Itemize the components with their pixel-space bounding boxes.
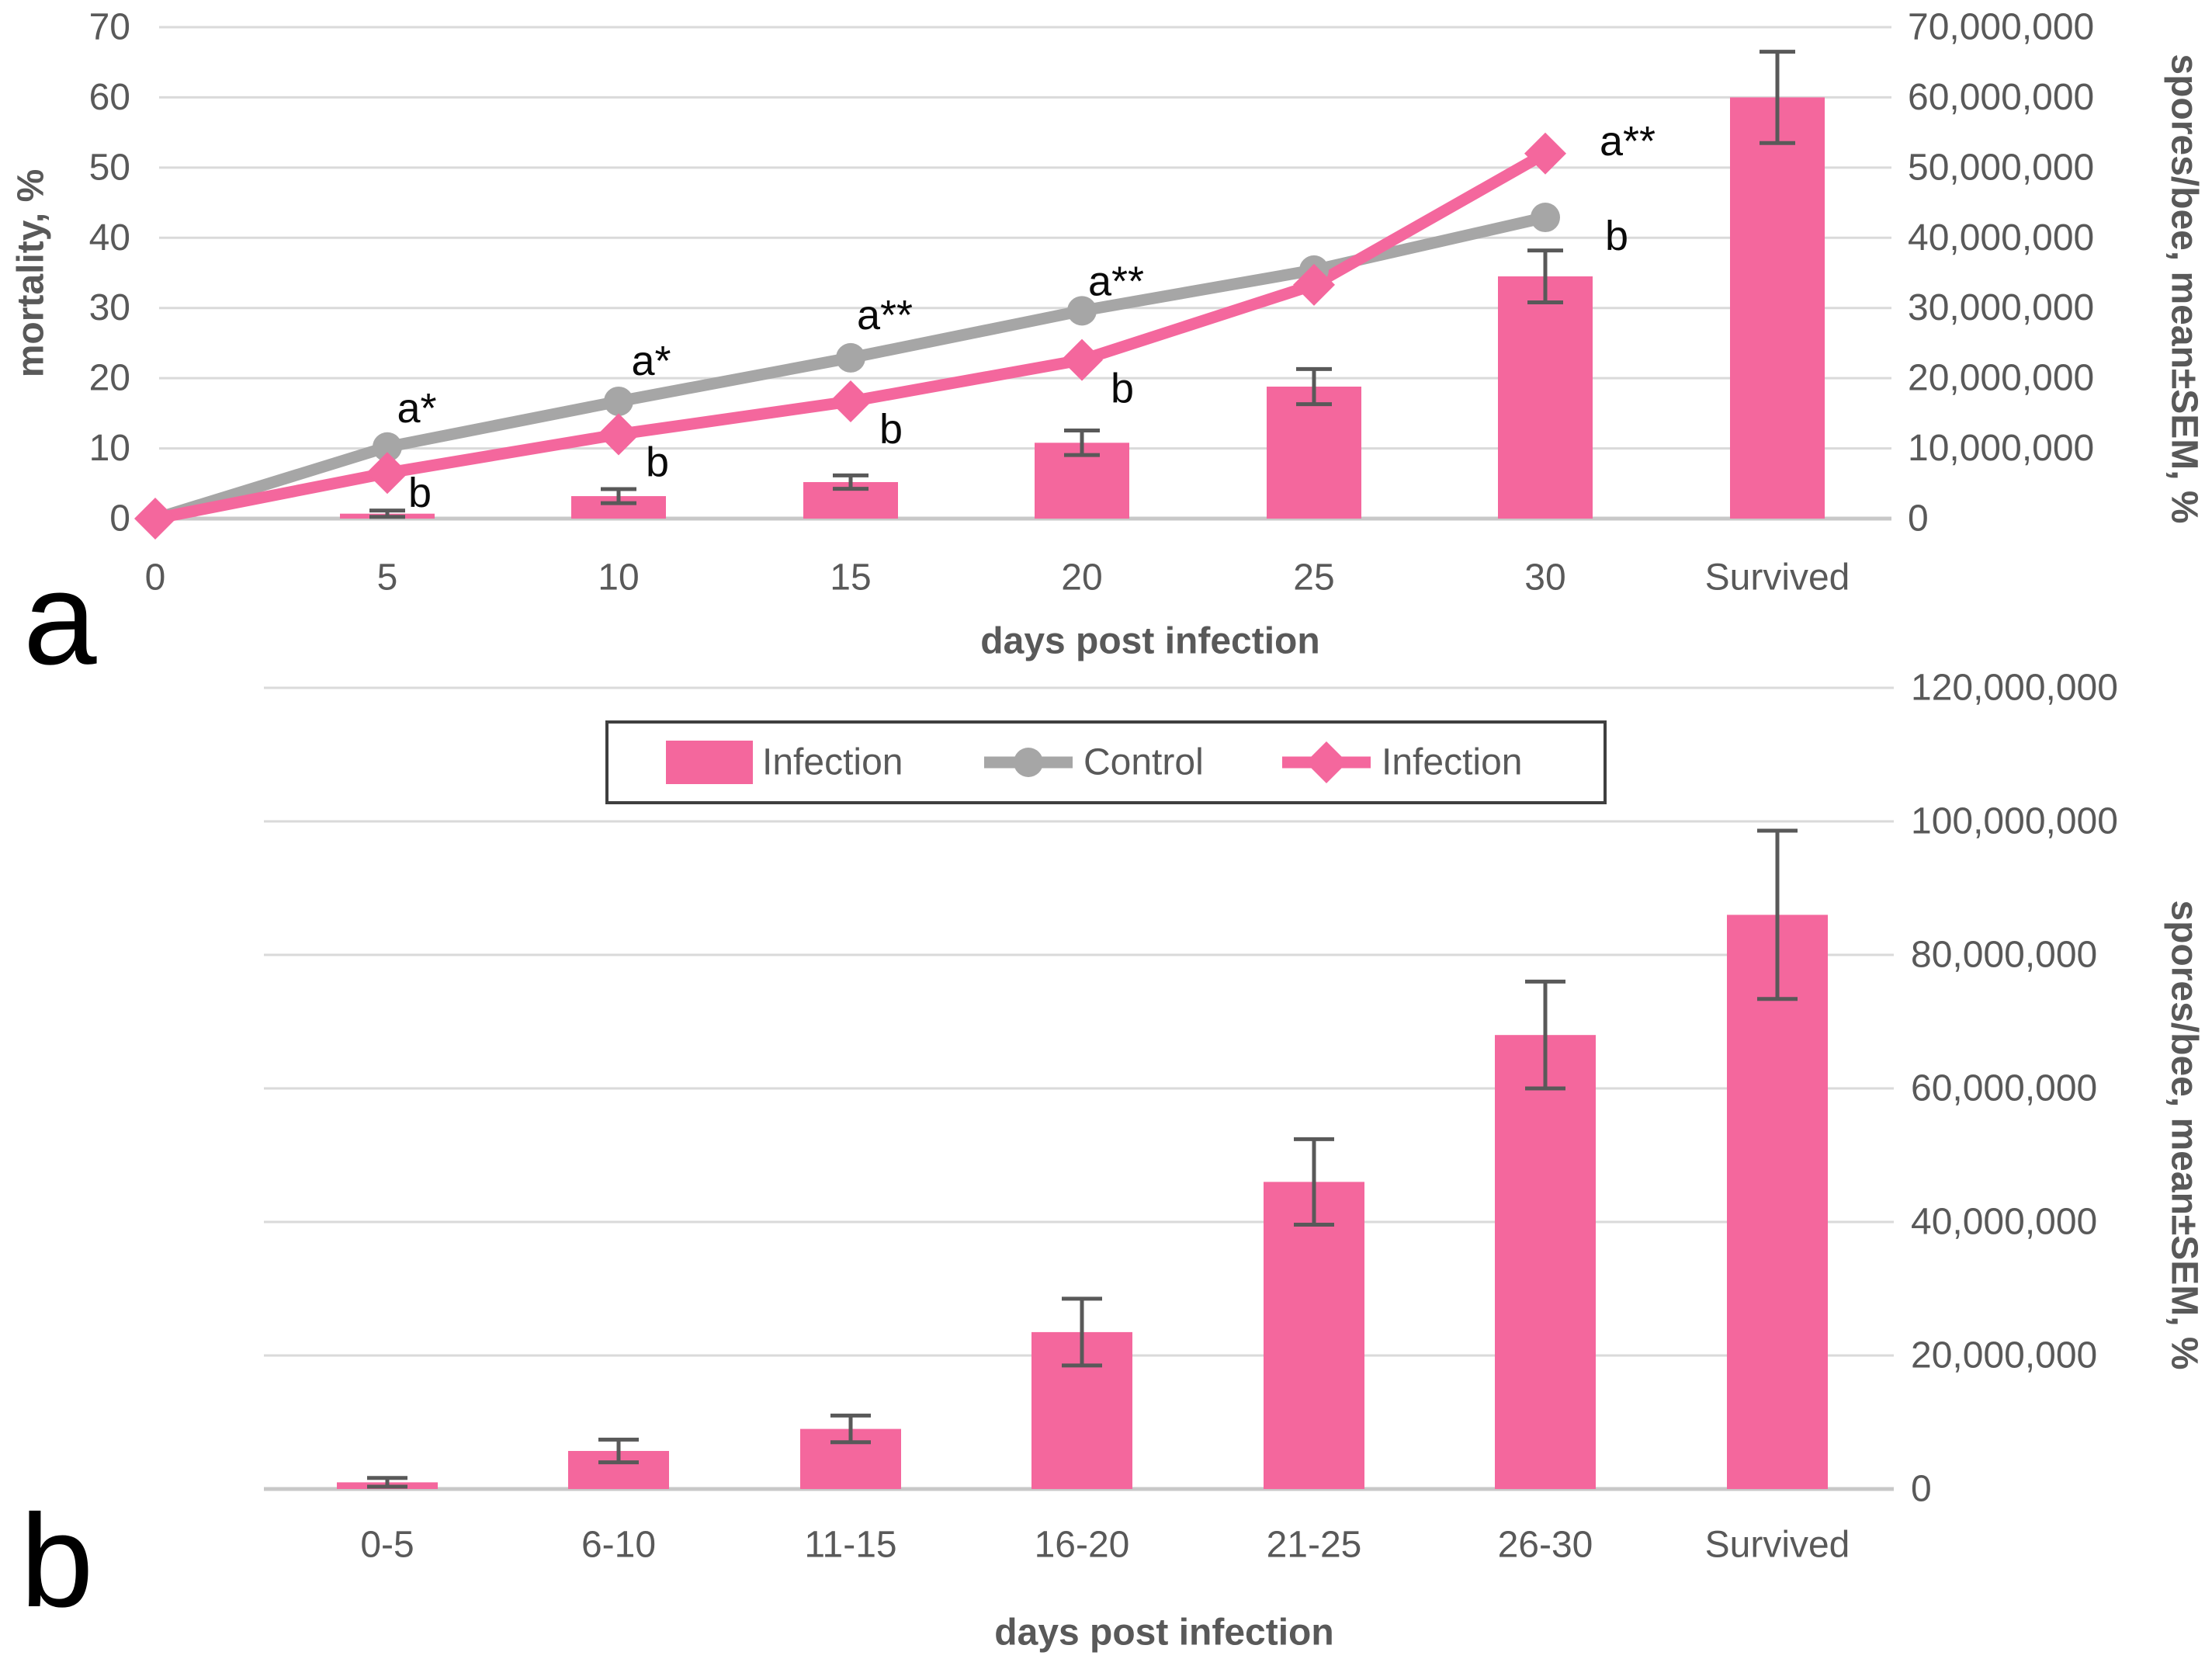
legend-bar-swatch-icon bbox=[666, 741, 753, 784]
infection-marker bbox=[1061, 338, 1103, 381]
panel-a-right-tick-label: 40,000,000 bbox=[1908, 217, 2094, 259]
significance-label: a** bbox=[1088, 258, 1144, 304]
panel-b-x-axis-title: days post infection bbox=[994, 1612, 1333, 1654]
panel-a-bar bbox=[1267, 386, 1361, 519]
panel-a-right-tick-label: 60,000,000 bbox=[1908, 77, 2094, 118]
panel-a-left-tick-label: 60 bbox=[89, 77, 130, 118]
panel-label-b: b bbox=[20, 1487, 94, 1635]
panel-b-x-tick-label: 16-20 bbox=[1035, 1525, 1130, 1566]
panel-a-right-tick-label: 0 bbox=[1908, 498, 1929, 540]
panel-a-x-tick-label: 30 bbox=[1524, 557, 1565, 599]
panel-a-x-tick-label: 0 bbox=[145, 557, 166, 599]
panel-a-left-tick-label: 50 bbox=[89, 147, 130, 188]
significance-label: a** bbox=[857, 292, 913, 338]
control-marker bbox=[373, 432, 402, 462]
panel-a-x-tick-label: 20 bbox=[1061, 557, 1102, 599]
legend-control-marker-icon bbox=[1014, 748, 1043, 777]
panel-a-left-tick-label: 40 bbox=[89, 217, 130, 259]
panel-a-right-tick-label: 20,000,000 bbox=[1908, 358, 2094, 399]
infection-marker bbox=[1293, 263, 1335, 306]
panel-b-x-tick-label: 6-10 bbox=[581, 1525, 656, 1566]
panel-a-x-tick-label: Survived bbox=[1705, 557, 1850, 599]
panel-b-right-tick-label: 120,000,000 bbox=[1911, 668, 2118, 709]
control-marker bbox=[1531, 203, 1560, 233]
panel-label-a: a bbox=[23, 545, 97, 692]
infection-marker bbox=[598, 413, 640, 456]
panel-a-x-tick-label: 15 bbox=[830, 557, 871, 599]
significance-label: b bbox=[1111, 366, 1134, 412]
panel-b-right-tick-label: 80,000,000 bbox=[1911, 935, 2097, 976]
significance-label: a** bbox=[1600, 118, 1656, 165]
panel-a-x-tick-label: 25 bbox=[1293, 557, 1334, 599]
panel-a-x-axis-title: days post infection bbox=[980, 621, 1319, 662]
panel-a-left-tick-label: 10 bbox=[89, 428, 130, 469]
panel-a-x-tick-label: 10 bbox=[598, 557, 639, 599]
panel-b-x-tick-label: 21-25 bbox=[1267, 1525, 1362, 1566]
panel-a-left-tick-label: 70 bbox=[89, 7, 130, 48]
panel-b-right-axis-title: spores/bee, mean±SEM, % bbox=[2164, 900, 2205, 1369]
panel-b-bar bbox=[1727, 915, 1828, 1489]
panel-a-left-tick-label: 20 bbox=[89, 358, 130, 399]
panel-b-right-tick-label: 40,000,000 bbox=[1911, 1202, 2097, 1243]
infection-marker bbox=[134, 498, 176, 540]
panel-a-right-tick-label: 50,000,000 bbox=[1908, 147, 2094, 188]
panel-b-bar bbox=[1264, 1182, 1364, 1489]
panel-b-x-tick-label: 0-5 bbox=[360, 1525, 414, 1566]
panel-a-right-tick-label: 10,000,000 bbox=[1908, 428, 2094, 469]
panel-a-x-tick-label: 5 bbox=[377, 557, 398, 599]
panel-a-right-tick-label: 30,000,000 bbox=[1908, 287, 2094, 328]
control-marker bbox=[836, 342, 865, 373]
panel-b-x-tick-label: Survived bbox=[1705, 1525, 1850, 1566]
panel-a-left-tick-label: 0 bbox=[109, 498, 130, 540]
legend-label-infection-line: Infection bbox=[1382, 742, 1522, 783]
panel-b-x-tick-label: 26-30 bbox=[1498, 1525, 1593, 1566]
significance-label: b bbox=[408, 470, 432, 516]
panel-b-right-tick-label: 100,000,000 bbox=[1911, 801, 2118, 842]
panel-b-right-tick-label: 20,000,000 bbox=[1911, 1335, 2097, 1376]
panel-b-bar bbox=[1495, 1035, 1596, 1489]
infection-marker bbox=[366, 452, 408, 495]
panel-b-x-tick-label: 11-15 bbox=[804, 1525, 896, 1566]
panel-b-right-tick-label: 0 bbox=[1911, 1469, 1932, 1510]
panel-a-right-axis-title: spores/bee, mean±SEM, % bbox=[2164, 54, 2205, 523]
panel-a-right-tick-label: 70,000,000 bbox=[1908, 7, 2094, 48]
control-marker bbox=[1067, 296, 1097, 326]
infection-marker bbox=[1524, 132, 1566, 175]
panel-a-bar bbox=[1730, 97, 1825, 519]
significance-label: b bbox=[879, 406, 903, 453]
panel-a-left-axis-title: mortality, % bbox=[11, 169, 52, 378]
significance-label: b bbox=[646, 439, 669, 485]
panel-a-bar bbox=[1498, 276, 1593, 519]
legend-label-infection-bars: Infection bbox=[762, 742, 903, 783]
significance-label: b bbox=[1605, 213, 1628, 259]
panel-a-left-tick-label: 30 bbox=[89, 287, 130, 328]
significance-label: a* bbox=[631, 338, 671, 384]
legend-infection-marker-icon bbox=[1305, 741, 1347, 783]
legend-label-control: Control bbox=[1083, 742, 1204, 783]
infection-marker bbox=[830, 380, 872, 422]
legend-box bbox=[605, 720, 1607, 804]
panel-b-right-tick-label: 60,000,000 bbox=[1911, 1068, 2097, 1109]
control-marker bbox=[604, 386, 633, 416]
significance-label: a* bbox=[397, 385, 436, 432]
